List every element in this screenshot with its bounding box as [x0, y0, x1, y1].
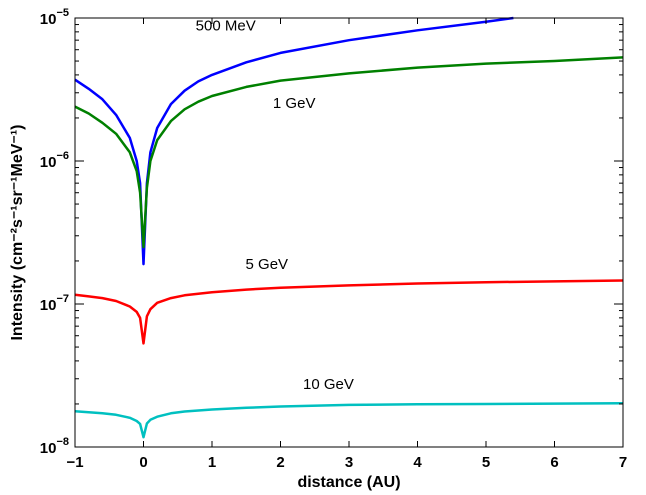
y-tick-base: 10 — [40, 11, 57, 28]
series-annotation: 500 MeV — [196, 17, 256, 34]
series-annotation: 1 GeV — [273, 95, 316, 112]
x-tick-label: 0 — [139, 454, 147, 471]
y-tick-base: 10 — [40, 440, 57, 457]
y-tick-label: 10−7 — [40, 293, 69, 314]
annotation-layer: 500 MeV 1 GeV 5 GeV 10 GeV — [196, 17, 354, 393]
x-tick-label: 3 — [345, 454, 353, 471]
x-tick-label: 4 — [413, 454, 422, 471]
series-annotation: 5 GeV — [246, 256, 289, 273]
series-layer — [74, 16, 624, 439]
series-line-500-mev — [74, 16, 514, 266]
x-tick-label: 5 — [482, 454, 490, 471]
y-axis-label: Intensity (cm⁻²s⁻¹sr⁻¹MeV⁻¹) — [9, 124, 26, 340]
x-tick-label: 6 — [550, 454, 558, 471]
y-tick-exponent: −7 — [56, 293, 69, 305]
series-annotation: 10 GeV — [303, 376, 354, 393]
y-tick-exponent: −8 — [56, 436, 69, 448]
y-tick-base: 10 — [40, 154, 57, 171]
x-tick-label: −1 — [66, 454, 83, 471]
series-line-5-gev — [74, 279, 624, 345]
y-tick-base: 10 — [40, 297, 57, 314]
x-tick-label: 2 — [276, 454, 284, 471]
y-tick-exponent: −6 — [56, 150, 69, 162]
y-tick-label: 10−5 — [40, 7, 69, 28]
tick-layer: −1 0 1 2 3 4 5 6 710−810−710−610−5 — [40, 7, 627, 471]
x-axis-label: distance (AU) — [297, 474, 400, 491]
x-tick-label: 7 — [619, 454, 627, 471]
series-line-1-gev — [74, 56, 624, 249]
series-line-10-gev — [74, 402, 624, 439]
y-tick-label: 10−8 — [40, 436, 69, 457]
y-tick-label: 10−6 — [40, 150, 69, 171]
y-tick-exponent: −5 — [56, 7, 69, 19]
x-tick-label: 1 — [208, 454, 216, 471]
